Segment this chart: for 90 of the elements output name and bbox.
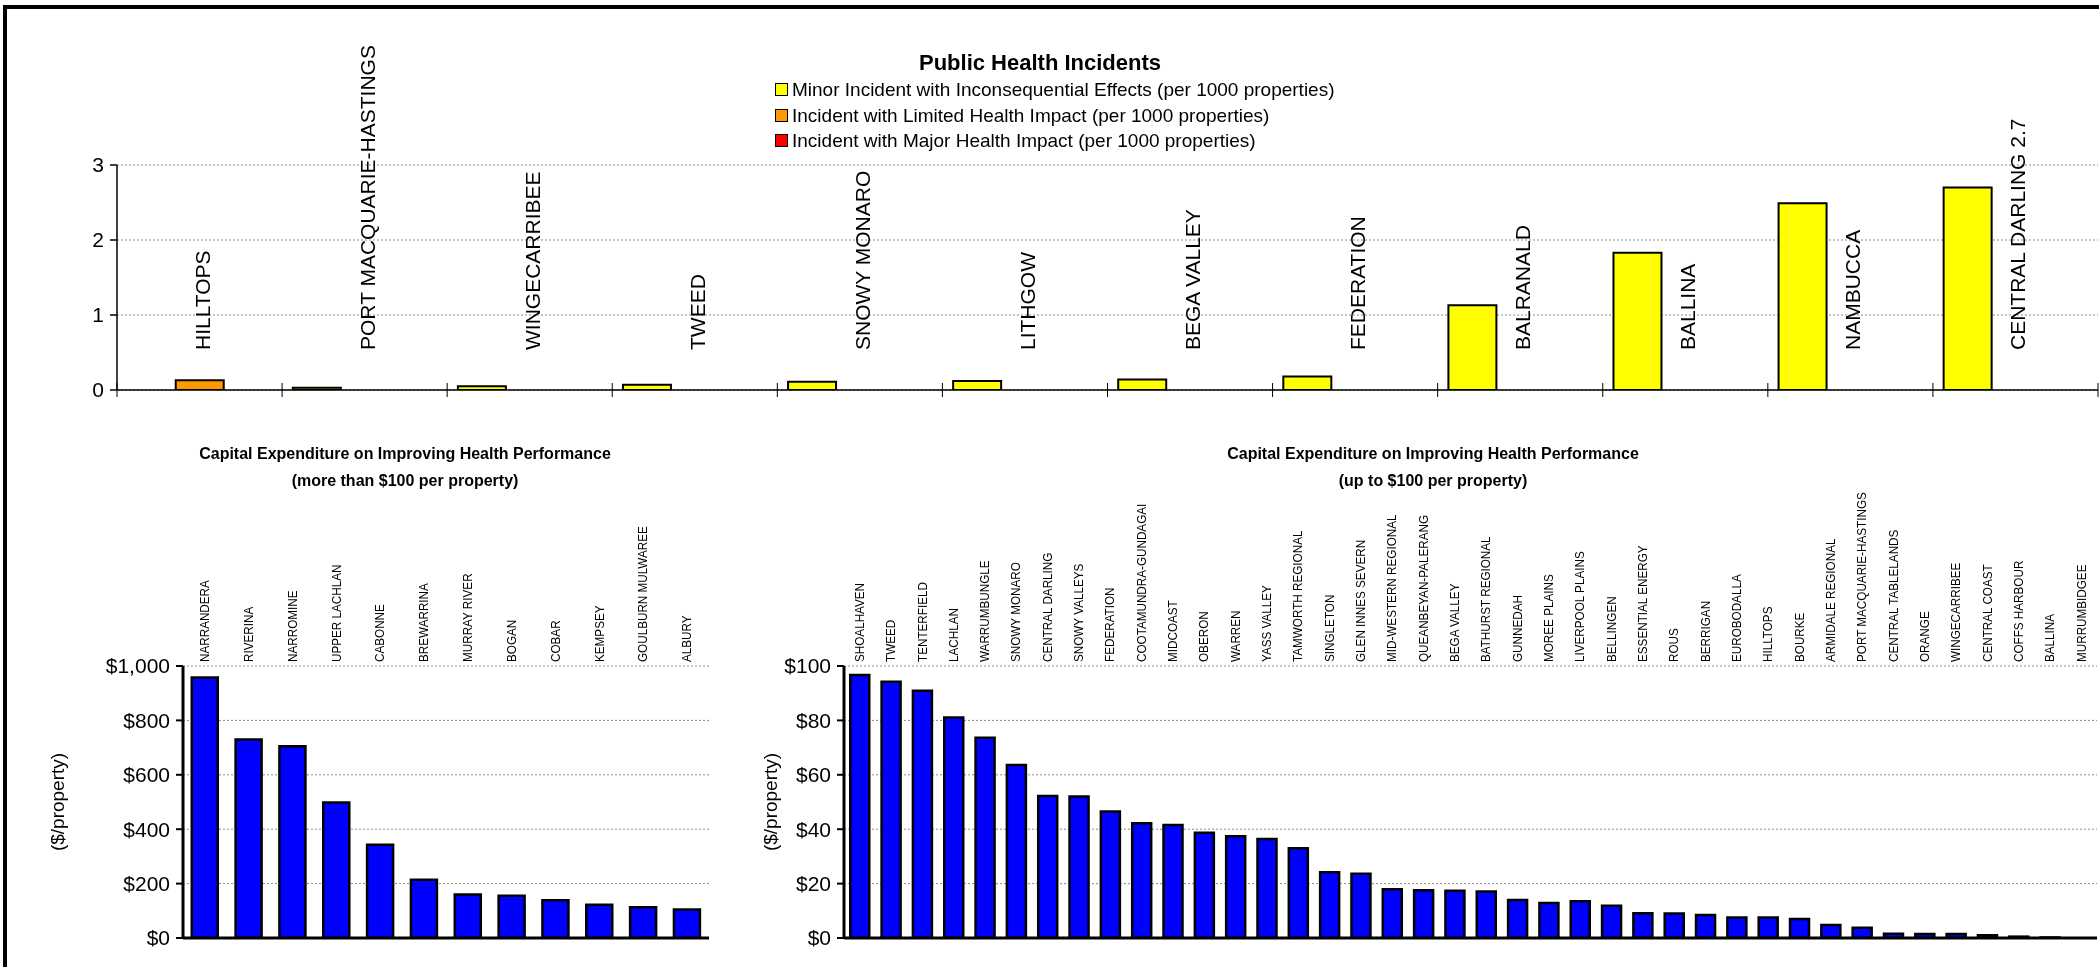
y-tick-label: 3 xyxy=(92,153,104,177)
y-axis-title: ($/property) xyxy=(759,752,781,852)
x-tick-label: BREWARRINA xyxy=(416,582,432,662)
x-tick-label: FEDERATION xyxy=(1345,216,1369,350)
x-tick-label: TWEED xyxy=(685,274,709,350)
x-tick-label: CENTRAL DARLING xyxy=(1040,552,1055,662)
x-tick-label: MOREE PLAINS xyxy=(1541,574,1557,662)
x-tick-label: GUNNEDAH xyxy=(1510,595,1525,662)
legend-label: Minor Incident with Inconsequential Effects (per 1000 properties) xyxy=(792,78,1335,102)
x-tick-label: SNOWY MONARO xyxy=(850,170,874,350)
x-tick-label: SHOALHAVEN xyxy=(852,582,868,662)
x-tick-label: GOULBURN MULWAREE xyxy=(635,526,651,662)
chart-subtitle: (up to $100 per property) xyxy=(1337,471,1529,491)
x-tick-label: BOGAN xyxy=(504,619,520,662)
y-tick-label: $0 xyxy=(807,926,831,950)
y-tick-label: $80 xyxy=(795,708,831,732)
x-tick-label: SNOWY MONARO xyxy=(1008,561,1024,662)
legend-label: Incident with Major Health Impact (per 1000 properties) xyxy=(792,129,1256,153)
x-tick-label: LITHGOW xyxy=(1015,251,1039,350)
y-tick-label: $100 xyxy=(784,654,831,678)
x-tick-label: ALBURY xyxy=(679,615,695,662)
chart-subtitle: (more than $100 per property) xyxy=(290,471,520,491)
x-tick-label: CENTRAL COAST xyxy=(1980,563,1995,662)
chart-title: Capital Expenditure on Improving Health Performance xyxy=(198,444,612,464)
x-tick-label: WARRUMBUNGLE xyxy=(977,560,993,662)
x-tick-label: WINGECARRIBEE xyxy=(1948,562,1964,662)
x-tick-label: TENTERFIELD xyxy=(914,582,930,662)
x-tick-label: WARREN xyxy=(1228,610,1243,662)
chart-title: Public Health Incidents xyxy=(917,50,1162,76)
x-tick-label: COFFS HARBOUR xyxy=(2011,560,2027,662)
y-axis-title: ($/property) xyxy=(46,752,68,852)
x-tick-label: ARMIDALE REGIONAL xyxy=(1823,538,1839,662)
x-tick-label: BERRIGAN xyxy=(1698,600,1713,662)
x-tick-label: BOURKE xyxy=(1792,612,1807,662)
x-tick-label: GLEN INNES SEVERN xyxy=(1353,539,1369,662)
x-tick-label: ROUS xyxy=(1666,628,1682,662)
x-tick-label: CABONNE xyxy=(372,604,388,662)
x-tick-label: WINGECARRIBEE xyxy=(520,171,544,350)
x-tick-label: QUEANBEYAN-PALERANG xyxy=(1416,514,1431,662)
y-tick-label: $200 xyxy=(123,872,170,896)
chart-title: Capital Expenditure on Improving Health Performance xyxy=(1226,444,1640,464)
x-tick-label: UPPER LACHLAN xyxy=(329,564,344,662)
x-tick-label: EUROBODALLA xyxy=(1729,573,1745,662)
x-tick-label: MID-WESTERN REGIONAL xyxy=(1384,514,1400,662)
x-tick-label: HILLTOPS xyxy=(190,250,214,350)
y-tick-label: $40 xyxy=(795,817,831,841)
x-tick-label: BEGA VALLEY xyxy=(1180,209,1204,350)
x-tick-label: MURRUMBIDGEE xyxy=(2073,564,2089,662)
x-tick-label: PORT MACQUARIE-HASTINGS xyxy=(1854,492,1870,662)
x-tick-label: BATHURST REGIONAL xyxy=(1478,536,1494,662)
x-tick-label: YASS VALLEY xyxy=(1259,585,1275,662)
y-tick-label: $600 xyxy=(123,763,170,787)
x-tick-label: NARRANDERA xyxy=(197,579,213,662)
x-tick-label: SINGLETON xyxy=(1322,594,1337,662)
x-tick-label: NAMBUCCA xyxy=(1840,229,1864,350)
x-tick-label: BEGA VALLEY xyxy=(1447,583,1463,662)
x-tick-label: LACHLAN xyxy=(946,608,961,662)
x-tick-label: BELLINGEN xyxy=(1604,596,1619,662)
x-tick-label: LIVERPOOL PLAINS xyxy=(1572,551,1588,662)
y-tick-label: 0 xyxy=(92,378,104,402)
x-tick-label: MIDCOAST xyxy=(1165,599,1181,662)
x-tick-label: FEDERATION xyxy=(1102,587,1118,662)
x-tick-label: KEMPSEY xyxy=(592,605,607,662)
x-tick-label: COOTAMUNDRA-GUNDAGAI xyxy=(1134,503,1149,662)
y-tick-label: $20 xyxy=(795,872,831,896)
legend-label: Incident with Limited Health Impact (per 1000 properties) xyxy=(792,103,1270,128)
x-tick-label: PORT MACQUARIE-HASTINGS xyxy=(355,45,379,350)
y-tick-label: $1,000 xyxy=(105,654,170,678)
x-tick-label: BALRANALD xyxy=(1510,225,1534,350)
y-tick-label: $800 xyxy=(123,708,170,732)
x-tick-label: COBAR xyxy=(548,620,563,662)
x-tick-label: CENTRAL TABLELANDS xyxy=(1886,529,1901,662)
x-tick-label: TAMWORTH REGIONAL xyxy=(1290,530,1306,662)
x-tick-label: ESSENTIAL ENERGY xyxy=(1635,545,1651,662)
x-tick-label: CENTRAL DARLING 2.7 xyxy=(2005,118,2029,350)
y-tick-label: $400 xyxy=(123,817,170,841)
x-tick-label: BALLINA xyxy=(2042,613,2058,662)
x-tick-label: TWEED xyxy=(883,619,899,662)
x-tick-label: RIVERINA xyxy=(241,606,257,662)
y-tick-label: 1 xyxy=(92,303,104,327)
x-tick-label: HILLTOPS xyxy=(1760,606,1776,662)
x-tick-label: SNOWY VALLEYS xyxy=(1071,563,1087,662)
x-tick-label: MURRAY RIVER xyxy=(460,573,476,662)
x-tick-label: ORANGE xyxy=(1917,611,1933,662)
x-tick-label: NARROMINE xyxy=(285,590,300,662)
y-tick-label: 2 xyxy=(92,228,104,252)
x-tick-label: OBERON xyxy=(1196,611,1212,662)
y-tick-label: $0 xyxy=(146,926,170,950)
x-tick-label: BALLINA xyxy=(1675,263,1699,350)
y-tick-label: $60 xyxy=(795,763,831,787)
